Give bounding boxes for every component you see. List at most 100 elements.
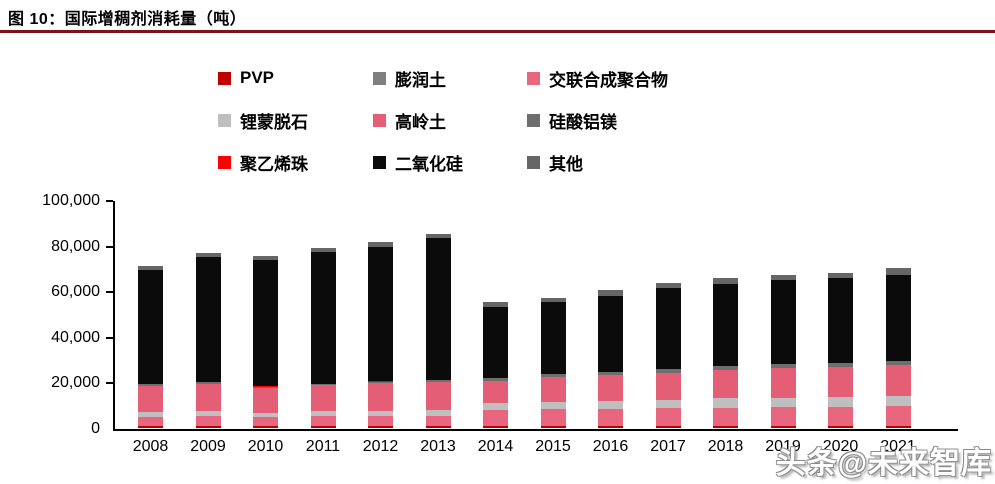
bar-segment xyxy=(483,378,508,381)
watermark: 头条@未来智库 xyxy=(775,447,992,480)
bar-segment xyxy=(425,410,451,416)
x-tick-label: 2016 xyxy=(592,437,629,455)
bar-segment xyxy=(195,257,221,382)
y-tick-mark xyxy=(105,382,113,384)
bar-segment xyxy=(483,301,508,307)
bar-segment xyxy=(655,408,681,426)
x-tick-label: 2011 xyxy=(305,437,341,455)
bar-segment xyxy=(885,405,911,426)
bar-segment xyxy=(195,426,221,429)
bar-segment xyxy=(885,361,911,365)
bar-segment xyxy=(598,408,623,426)
bar-2013 xyxy=(425,233,451,429)
legend-item: 膨润土 xyxy=(373,66,527,91)
bar-segment xyxy=(253,426,278,429)
bar-segment xyxy=(885,395,911,406)
bar-segment xyxy=(253,417,278,426)
bar-segment xyxy=(310,411,336,417)
bar-segment xyxy=(655,426,681,429)
bar-segment xyxy=(368,410,393,416)
bar-segment xyxy=(368,426,393,429)
bar-segment xyxy=(540,302,566,374)
bar-segment xyxy=(655,282,681,288)
bar-segment xyxy=(253,425,278,427)
legend-item: 聚乙烯珠 xyxy=(218,150,373,175)
x-tick-label: 2010 xyxy=(247,437,284,455)
bar-segment xyxy=(483,410,508,426)
x-tick-label: 2021 xyxy=(880,437,916,455)
bar-segment xyxy=(368,381,393,384)
bar-segment xyxy=(195,416,221,426)
legend-swatch-icon xyxy=(373,71,386,85)
bar-2008 xyxy=(138,265,163,429)
bar-segment xyxy=(828,363,853,367)
bar-segment xyxy=(713,283,738,366)
bar-2012 xyxy=(368,242,393,429)
bar-segment xyxy=(425,426,451,429)
bar-segment xyxy=(598,371,623,376)
bar-segment xyxy=(598,425,623,427)
bar-segment xyxy=(713,369,738,399)
bar-2019 xyxy=(770,274,796,429)
legend-label: 高岭土 xyxy=(395,112,446,132)
bar-segment xyxy=(195,411,221,417)
bar-segment xyxy=(540,425,566,427)
bar-segment xyxy=(713,407,738,426)
bar-segment xyxy=(368,415,393,426)
legend-swatch-icon xyxy=(218,155,231,169)
bar-segment xyxy=(770,367,796,398)
bar-segment xyxy=(713,278,738,284)
legend-label: 二氧化硅 xyxy=(395,154,463,174)
legend-item: 二氧化硅 xyxy=(373,150,527,175)
chart-legend: PVP 膨润土 交联合成聚合物 锂蒙脱石 高岭土 硅酸铝镁 聚乙烯珠 二氧化硅 其他 xyxy=(218,57,767,183)
figure-title: 图 10：国际增稠剂消耗量（吨） xyxy=(8,11,247,28)
bar-segment xyxy=(138,265,163,270)
bar-segment xyxy=(368,383,393,411)
bar-segment xyxy=(138,426,163,429)
bar-2015 xyxy=(540,297,566,429)
y-tick-mark xyxy=(105,200,113,202)
bar-segment xyxy=(655,399,681,409)
x-tick-label: 2014 xyxy=(477,437,514,455)
legend-swatch-icon xyxy=(527,113,540,127)
bar-segment xyxy=(713,366,738,370)
bar-segment xyxy=(540,374,566,378)
x-tick-label: 2017 xyxy=(650,437,686,455)
bar-segment xyxy=(770,364,796,368)
x-tick-label: 2008 xyxy=(132,437,169,455)
bar-segment xyxy=(828,425,853,427)
bar-segment xyxy=(828,397,853,407)
x-tick-label: 2013 xyxy=(420,437,456,455)
bar-2020 xyxy=(828,272,853,429)
legend-label: 锂蒙脱石 xyxy=(240,112,308,132)
bar-segment xyxy=(713,426,738,429)
bar-segment xyxy=(425,425,451,427)
legend-label: 膨润土 xyxy=(395,70,446,90)
bar-segment xyxy=(138,416,163,426)
bar-segment xyxy=(770,426,796,429)
bar-segment xyxy=(770,397,796,408)
bar-segment xyxy=(138,269,163,384)
bar-segment xyxy=(425,237,451,380)
bar-segment xyxy=(425,415,451,426)
bar-segment xyxy=(828,406,853,426)
bar-segment xyxy=(655,369,681,373)
y-axis-line xyxy=(112,201,115,431)
bar-segment xyxy=(253,412,278,418)
y-tick-mark xyxy=(105,336,113,339)
y-tick-mark xyxy=(105,291,113,293)
y-tick-label: 0 xyxy=(91,419,100,437)
bar-segment xyxy=(770,425,796,427)
bar-segment xyxy=(540,426,566,429)
legend-swatch-icon xyxy=(373,155,386,169)
bar-2009 xyxy=(195,253,221,429)
x-tick-label: 2012 xyxy=(362,437,399,455)
legend-item: 交联合成聚合物 xyxy=(527,66,767,91)
bar-segment xyxy=(310,248,336,252)
bar-segment xyxy=(138,425,163,427)
bar-segment xyxy=(770,279,796,364)
bar-segment xyxy=(310,383,336,386)
bar-segment xyxy=(655,287,681,369)
legend-label: PVP xyxy=(240,68,275,87)
bar-segment xyxy=(828,366,853,398)
